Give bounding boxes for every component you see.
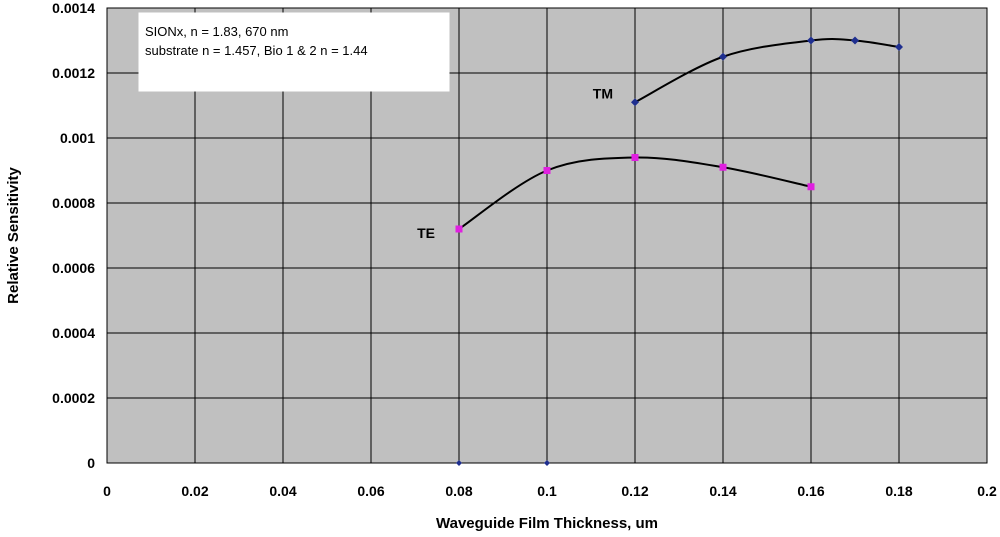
y-tick-label: 0.0006 — [52, 260, 95, 276]
series-te: TE — [417, 154, 815, 241]
x-tick-label: 0.04 — [269, 483, 296, 499]
x-tick-label: 0.18 — [885, 483, 912, 499]
y-tick-label: 0.0002 — [52, 390, 95, 406]
x-axis-title: Waveguide Film Thickness, um — [436, 515, 658, 532]
x-tick-label: 0.12 — [621, 483, 648, 499]
x-tick-labels: 0 0.02 0.04 0.06 0.08 0.1 0.12 0.14 0.16 0.18 0.2 — [103, 483, 997, 499]
x-tick-label: 0.02 — [181, 483, 208, 499]
y-tick-label: 0.0004 — [52, 325, 95, 341]
y-tick-label: 0.0008 — [52, 195, 95, 211]
x-tick-label: 0 — [103, 483, 111, 499]
x-tick-label: 0.2 — [977, 483, 997, 499]
data-point — [719, 163, 727, 171]
series-label-tm: TM — [593, 85, 613, 101]
data-point — [543, 167, 551, 174]
y-tick-labels: 0 0.0002 0.0004 0.0006 0.0008 0.001 0.0012 0.00… — [52, 0, 95, 471]
series-tm: TM — [593, 36, 903, 107]
x-tick-label: 0.08 — [445, 483, 472, 499]
annotation-line-2: substrate n = 1.457, Bio 1 & 2 n = 1.44 — [145, 43, 368, 58]
annotation-rect — [138, 12, 450, 92]
y-tick-label: 0.001 — [60, 130, 95, 146]
annotation-box: SIONx, n = 1.83, 670 nm substrate n = 1.… — [138, 12, 450, 92]
x-tick-label: 0.16 — [797, 483, 824, 499]
axis-data-point — [544, 460, 550, 466]
y-tick-label: 0.0012 — [52, 65, 95, 81]
annotation-line-1: SIONx, n = 1.83, 670 nm — [145, 24, 288, 39]
data-point — [719, 52, 727, 61]
data-point — [455, 225, 463, 233]
data-point — [631, 98, 639, 107]
y-tick-label: 0.0014 — [52, 0, 95, 16]
x-tick-label: 0.06 — [357, 483, 384, 499]
data-point — [895, 43, 903, 51]
series-line-tm — [634, 38, 900, 104]
y-axis-title: Relative Sensitivity — [5, 166, 22, 303]
data-point — [807, 36, 815, 45]
series-layer: TM TE — [417, 36, 903, 466]
series-label-te: TE — [417, 225, 435, 241]
data-point — [631, 154, 639, 161]
x-tick-label: 0.1 — [537, 483, 557, 499]
x-tick-label: 0.14 — [709, 483, 736, 499]
grid — [106, 7, 988, 464]
y-tick-label: 0 — [87, 455, 95, 471]
axis-data-point — [456, 460, 462, 466]
data-point — [807, 183, 815, 191]
data-point — [851, 36, 859, 45]
